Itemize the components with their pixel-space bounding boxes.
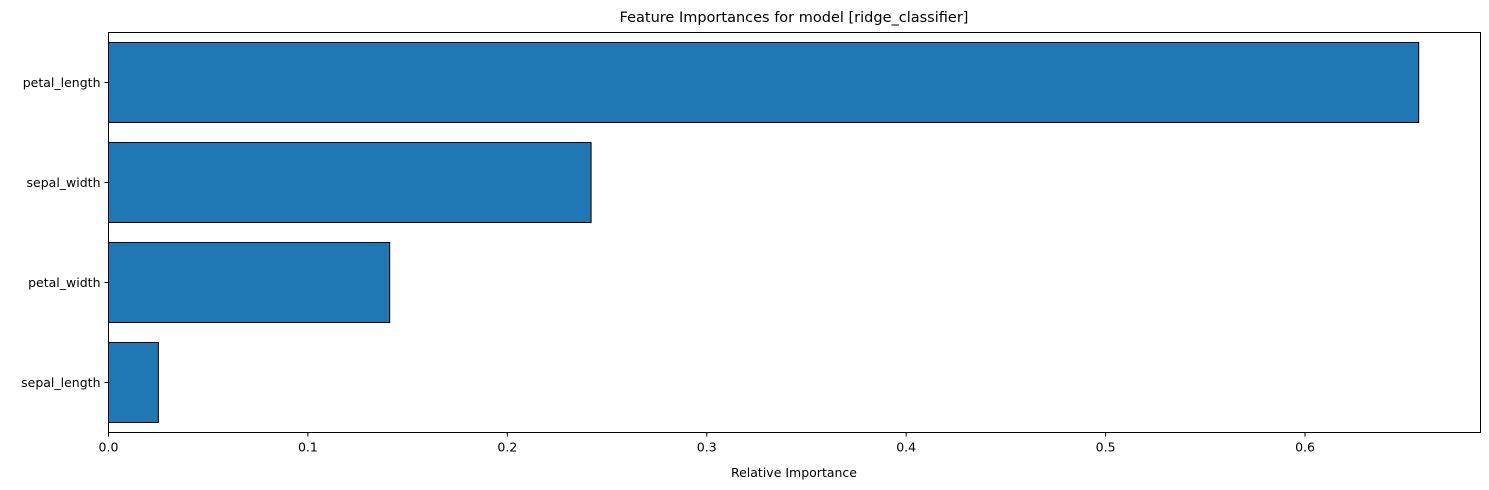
plot-frame: [108, 32, 1481, 433]
x-axis-label: Relative Importance: [731, 465, 857, 480]
x-tick-label: 0.3: [697, 440, 717, 455]
x-tick-label: 0.1: [298, 440, 318, 455]
y-axis-ticks: petal_length sepal_width petal_width sepal_…: [21, 75, 109, 390]
x-axis-ticks: 0.0 0.1 0.2 0.3 0.4 0.5 0.6: [99, 432, 1315, 455]
bar-sepal_width: [108, 142, 592, 223]
x-tick-label: 0.6: [1295, 440, 1315, 455]
bar-sepal_length: [108, 342, 159, 423]
x-tick-label: 0.2: [497, 440, 517, 455]
chart-title: Feature Importances for model [ridge_cla…: [620, 10, 969, 26]
x-tick-label: 0.0: [99, 440, 119, 455]
x-tick-label: 0.5: [1096, 440, 1116, 455]
y-tick-label: sepal_width: [27, 175, 101, 190]
x-tick-label: 0.4: [896, 440, 916, 455]
y-tick-label: petal_length: [23, 75, 101, 90]
y-tick-label: petal_width: [28, 275, 100, 290]
bar-petal_length: [108, 42, 1420, 123]
bar-petal_width: [108, 242, 391, 323]
y-tick-label: sepal_length: [21, 375, 100, 390]
bars-group: [108, 42, 1420, 423]
